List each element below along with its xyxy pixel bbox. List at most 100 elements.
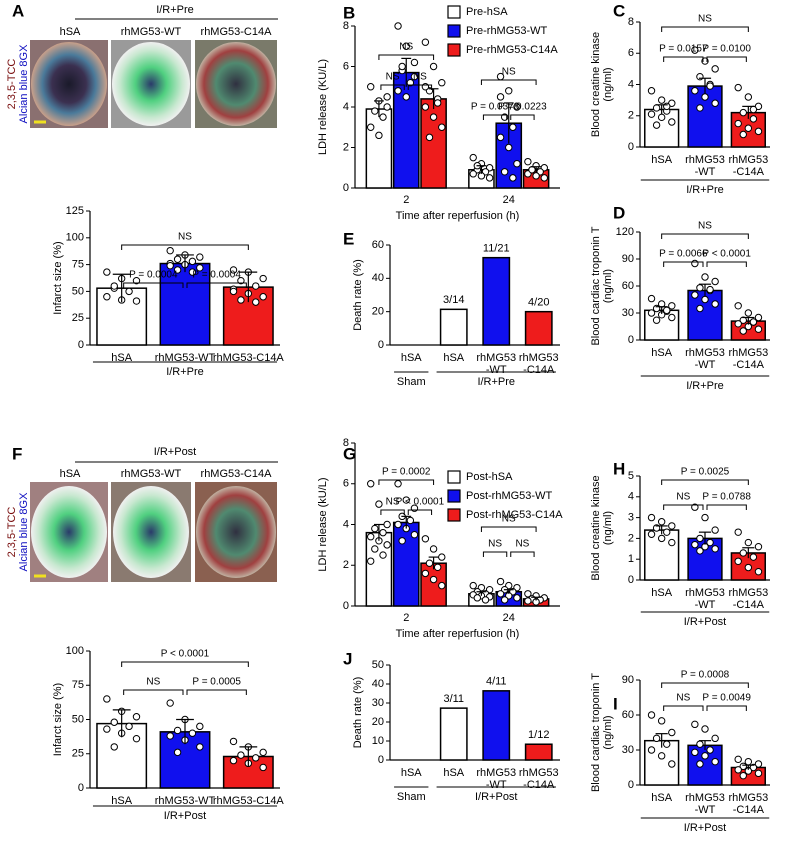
data-point: [252, 298, 260, 306]
comparison-label: P < 0.0001: [161, 649, 210, 660]
y-axis-label: Death rate (%): [352, 677, 364, 749]
data-point: [528, 166, 536, 174]
data-point: [754, 313, 763, 322]
y-axis-label: (ng/ml): [602, 67, 614, 101]
data-point: [647, 110, 656, 118]
y-tick-label: 4: [628, 78, 634, 90]
heart-section: [196, 42, 276, 126]
group-label: I/R+Pre: [477, 376, 515, 388]
data-point: [429, 575, 438, 584]
y-tick-label: 0: [628, 334, 634, 346]
data-point: [173, 726, 182, 735]
data-point: [701, 752, 709, 760]
x-tick-label: -WT: [695, 359, 716, 371]
data-point: [647, 87, 656, 95]
comparison-bracket: [123, 689, 184, 695]
bar: [482, 256, 511, 346]
data-point: [252, 754, 260, 762]
comparison-label: NS: [413, 72, 427, 83]
panel-label: C: [613, 1, 625, 20]
data-point: [701, 93, 709, 101]
data-point: [647, 294, 656, 303]
comparison-bracket: [186, 689, 247, 695]
data-point: [229, 266, 238, 274]
data-point: [425, 559, 434, 567]
data-point: [509, 174, 517, 182]
comparison-bracket: [380, 509, 405, 515]
bar: [524, 743, 553, 761]
data-point: [657, 752, 666, 760]
y-axis-label: Death rate (%): [352, 259, 364, 331]
data-point: [367, 480, 375, 488]
y-tick-label: 0: [78, 339, 84, 351]
data-point: [383, 93, 391, 101]
stain-label: 2,3,5-TCC: [6, 507, 18, 558]
data-point: [706, 82, 714, 90]
data-point: [749, 105, 758, 114]
data-point: [696, 72, 704, 81]
data-point: [132, 276, 141, 285]
heart-section: [31, 486, 107, 578]
group-label: I/R+Pre: [686, 184, 724, 196]
panel-label: J: [343, 649, 352, 668]
data-point: [469, 153, 477, 162]
legend-label: Pre-rhMG53-C14A: [466, 44, 558, 56]
data-point: [375, 500, 383, 508]
data-point: [739, 549, 747, 557]
legend-swatch: [447, 5, 461, 19]
data-point: [259, 293, 267, 301]
data-point: [734, 528, 742, 536]
data-point: [166, 732, 174, 740]
data-point: [237, 296, 245, 304]
panel-label: F: [12, 444, 22, 463]
data-point: [196, 743, 204, 751]
x-tick-label: rhMG53: [728, 347, 768, 359]
data-point: [438, 123, 446, 131]
y-tick-label: 40: [372, 272, 384, 284]
data-point: [744, 563, 753, 572]
x-tick-label: rhMG53: [476, 767, 516, 779]
comparison-label: NS: [502, 67, 516, 78]
data-point: [668, 522, 676, 530]
group-label: Sham: [397, 376, 426, 388]
x-tick-label: hSA: [401, 767, 422, 779]
data-point: [500, 113, 509, 121]
data-point: [429, 545, 438, 553]
x-tick-label: rhMG53: [519, 767, 559, 779]
data-point: [657, 96, 666, 104]
x-tick-label: hSA: [443, 767, 464, 779]
data-point: [103, 725, 111, 733]
x-tick-label: rhMG53-WT: [155, 795, 216, 807]
y-tick-label: 0: [343, 182, 349, 194]
data-point: [166, 699, 174, 707]
x-tick-label: rhMG53: [685, 154, 725, 166]
data-point: [668, 313, 676, 322]
data-point: [513, 594, 521, 602]
x-tick-label: hSA: [443, 352, 464, 364]
data-point: [132, 297, 141, 305]
y-tick-label: 2: [343, 141, 349, 153]
data-point: [657, 113, 666, 122]
data-point: [744, 93, 753, 101]
x-tick-label: 24: [503, 612, 515, 624]
x-tick-label: hSA: [401, 352, 422, 364]
comparison-bracket: [123, 282, 184, 288]
y-tick-label: 8: [628, 16, 634, 28]
data-point: [668, 302, 676, 310]
data-point: [711, 300, 719, 308]
data-point: [524, 590, 532, 598]
y-axis-label: Infarct size (%): [52, 683, 64, 756]
legend-swatch: [447, 470, 461, 484]
data-point: [196, 253, 204, 261]
data-point: [652, 104, 661, 112]
y-tick-label: 90: [622, 253, 634, 265]
data-point: [734, 755, 742, 764]
value-label: 11/21: [483, 243, 510, 255]
data-point: [696, 547, 704, 555]
image-title: I/R+Post: [154, 446, 197, 458]
data-point: [229, 737, 238, 746]
panel-label: G: [343, 444, 356, 463]
y-axis-label: Blood cardiac troponin T: [590, 673, 602, 792]
data-point: [394, 480, 402, 488]
